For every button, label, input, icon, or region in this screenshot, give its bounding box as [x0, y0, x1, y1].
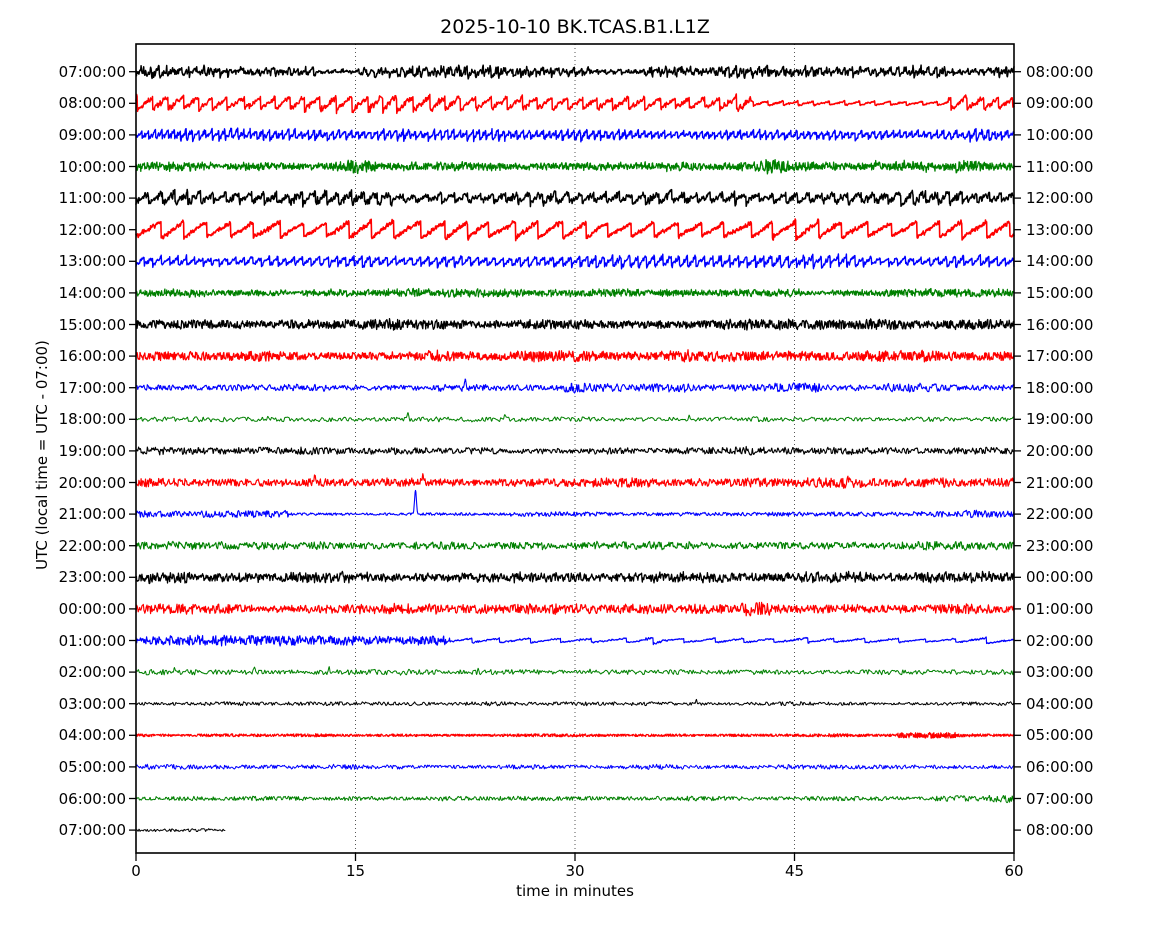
- trace-row-15: [135, 489, 1015, 519]
- left-utc-time-label: 20:00:00: [58, 473, 126, 492]
- left-utc-time-label: 09:00:00: [58, 125, 126, 144]
- left-utc-time-label: 12:00:00: [58, 220, 126, 239]
- left-utc-time-label: 14:00:00: [58, 283, 126, 302]
- trace-row-20: [135, 666, 1015, 676]
- left-utc-time-label: 23:00:00: [58, 568, 126, 587]
- x-tick-label: 60: [1004, 862, 1024, 880]
- x-axis-label: time in minutes: [516, 882, 634, 900]
- trace-row-25: [135, 828, 226, 833]
- left-utc-time-label: 13:00:00: [58, 252, 126, 271]
- right-local-time-label: 20:00:00: [1026, 441, 1094, 460]
- left-utc-time-label: 05:00:00: [58, 757, 126, 776]
- x-tick-label: 30: [565, 862, 585, 880]
- right-local-time-label: 08:00:00: [1026, 821, 1094, 840]
- trace-row-12: [135, 412, 1015, 423]
- x-tick-label: 15: [345, 862, 366, 880]
- right-local-time-label: 03:00:00: [1026, 663, 1094, 682]
- right-local-time-label: 08:00:00: [1026, 62, 1094, 81]
- right-local-time-label: 15:00:00: [1026, 283, 1094, 302]
- left-utc-time-label: 00:00:00: [58, 599, 126, 618]
- left-utc-time-label: 22:00:00: [58, 536, 126, 555]
- trace-row-21: [135, 698, 1015, 707]
- trace-row-22: [135, 731, 1015, 739]
- trace-row-23: [135, 763, 1015, 770]
- right-local-time-label: 19:00:00: [1026, 410, 1094, 429]
- trace-row-9: [135, 317, 1015, 331]
- left-utc-time-label: 01:00:00: [58, 631, 126, 650]
- right-local-time-label: 02:00:00: [1026, 631, 1094, 650]
- right-local-time-label: 06:00:00: [1026, 757, 1094, 776]
- trace-row-24: [135, 795, 1015, 804]
- right-local-time-label: 10:00:00: [1026, 125, 1094, 144]
- trace-row-3: [135, 127, 1015, 143]
- trace-row-10: [135, 349, 1015, 363]
- right-local-time-label: 17:00:00: [1026, 347, 1094, 366]
- trace-row-14: [135, 473, 1015, 489]
- trace-row-11: [135, 378, 1015, 394]
- right-local-time-label: 22:00:00: [1026, 505, 1094, 524]
- right-local-time-label: 11:00:00: [1026, 157, 1094, 176]
- right-local-time-label: 00:00:00: [1026, 568, 1094, 587]
- x-tick-label: 45: [784, 862, 805, 880]
- left-utc-time-label: 03:00:00: [58, 694, 126, 713]
- right-local-time-label: 14:00:00: [1026, 252, 1094, 271]
- left-utc-time-label: 15:00:00: [58, 315, 126, 334]
- x-tick-label: 0: [131, 862, 141, 880]
- right-local-time-label: 18:00:00: [1026, 378, 1094, 397]
- left-utc-time-label: 21:00:00: [58, 505, 126, 524]
- chart-title: 2025-10-10 BK.TCAS.B1.L1Z: [440, 16, 710, 38]
- trace-row-5: [135, 188, 1015, 208]
- trace-row-18: [135, 601, 1015, 617]
- left-utc-time-label: 16:00:00: [58, 347, 126, 366]
- trace-row-7: [135, 253, 1015, 270]
- left-utc-time-label: 11:00:00: [58, 189, 126, 208]
- right-local-time-label: 04:00:00: [1026, 694, 1094, 713]
- right-local-time-label: 23:00:00: [1026, 536, 1094, 555]
- trace-row-19: [135, 634, 1015, 647]
- left-utc-time-label: 07:00:00: [58, 821, 126, 840]
- right-local-time-label: 12:00:00: [1026, 189, 1094, 208]
- trace-row-8: [135, 287, 1015, 298]
- left-utc-time-label: 04:00:00: [58, 726, 126, 745]
- right-local-time-label: 01:00:00: [1026, 599, 1094, 618]
- left-utc-time-label: 07:00:00: [58, 62, 126, 81]
- trace-row-17: [135, 570, 1015, 585]
- right-local-time-label: 13:00:00: [1026, 220, 1094, 239]
- trace-row-2: [135, 93, 1015, 115]
- left-utc-time-label: 02:00:00: [58, 663, 126, 682]
- trace-row-6: [135, 218, 1015, 242]
- right-local-time-label: 05:00:00: [1026, 726, 1094, 745]
- trace-row-4: [135, 158, 1015, 175]
- left-utc-time-label: 17:00:00: [58, 378, 126, 397]
- left-utc-time-label: 10:00:00: [58, 157, 126, 176]
- left-utc-time-label: 08:00:00: [58, 94, 126, 113]
- trace-row-16: [135, 540, 1015, 551]
- right-local-time-label: 07:00:00: [1026, 789, 1094, 808]
- trace-row-1: [135, 64, 1015, 80]
- left-utc-time-label: 18:00:00: [58, 410, 126, 429]
- right-local-time-label: 21:00:00: [1026, 473, 1094, 492]
- right-local-time-label: 09:00:00: [1026, 94, 1094, 113]
- right-local-time-label: 16:00:00: [1026, 315, 1094, 334]
- left-utc-time-label: 06:00:00: [58, 789, 126, 808]
- trace-row-13: [135, 445, 1015, 456]
- left-utc-time-label: 19:00:00: [58, 441, 126, 460]
